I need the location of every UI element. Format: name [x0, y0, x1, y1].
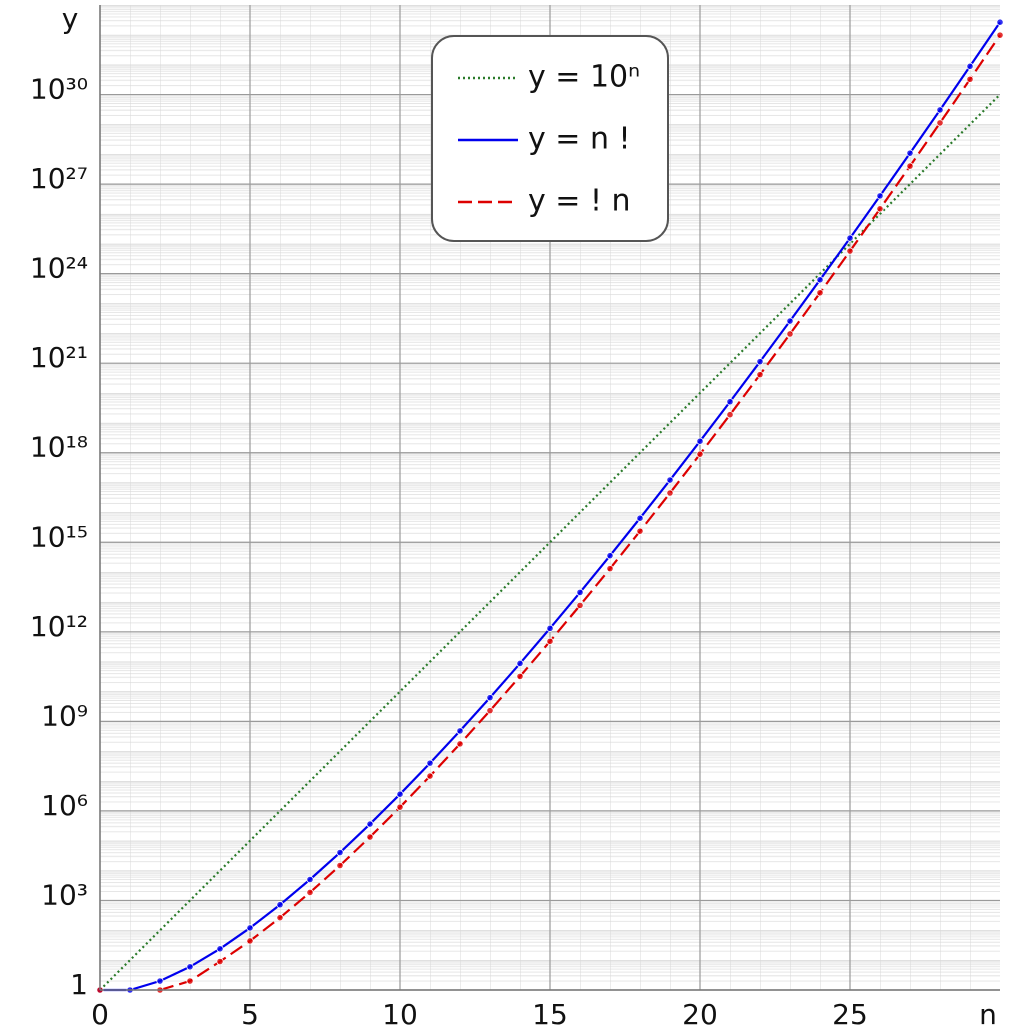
x-tick-label: 20: [682, 998, 718, 1030]
data-point: [426, 759, 434, 767]
data-point: [276, 901, 284, 909]
data-point: [516, 659, 524, 668]
data-point: [366, 833, 374, 841]
y-tick-label: 10¹²: [30, 610, 88, 643]
data-point: [576, 601, 584, 609]
data-point: [246, 937, 254, 945]
data-point: [456, 727, 464, 735]
data-point: [696, 450, 704, 458]
data-point: [606, 565, 614, 573]
data-point: [486, 707, 494, 715]
data-point: [936, 119, 944, 127]
data-point: [396, 803, 404, 811]
data-point: [186, 963, 194, 971]
legend-label: y = ! n: [528, 184, 631, 219]
data-point: [216, 957, 224, 966]
data-point: [546, 624, 554, 632]
data-point: [816, 289, 824, 297]
y-tick-label: 10²⁴: [30, 252, 88, 285]
data-point: [576, 588, 584, 596]
data-point: [426, 772, 434, 780]
series-line: [99, 93, 1001, 991]
data-point: [516, 672, 524, 681]
data-point: [276, 914, 284, 922]
data-point: [726, 398, 734, 406]
legend-label: y = n !: [528, 122, 631, 157]
legend: y = 10ⁿ y = n ! y = ! n: [431, 35, 669, 242]
x-tick-label: 15: [532, 998, 568, 1030]
data-point: [726, 411, 734, 419]
data-point: [186, 977, 194, 985]
data-point: [876, 205, 884, 213]
data-point: [546, 637, 554, 645]
data-point: [996, 31, 1004, 39]
data-point: [306, 875, 314, 884]
data-point: [246, 924, 254, 932]
data-point: [666, 476, 674, 484]
data-point: [366, 820, 374, 828]
x-tick-label: 25: [832, 998, 868, 1030]
data-point: [756, 358, 764, 366]
data-point: [996, 18, 1004, 26]
x-tick-label: 0: [91, 998, 109, 1030]
y-tick-label: 1: [70, 968, 88, 1001]
data-point: [756, 371, 764, 379]
data-point: [906, 149, 914, 157]
data-point: [786, 330, 794, 338]
data-point: [156, 977, 164, 985]
data-point: [636, 527, 644, 535]
series-line: [159, 34, 1001, 992]
data-point: [336, 848, 344, 857]
y-tick-label: 10⁶: [41, 789, 88, 822]
data-point: [336, 861, 344, 870]
data-point: [306, 888, 314, 897]
data-point: [786, 317, 794, 325]
data-point: [216, 945, 224, 953]
legend-label: y = 10ⁿ: [528, 60, 640, 95]
y-tick-label: 10¹⁵: [30, 520, 88, 553]
x-axis-label: n: [979, 998, 997, 1030]
data-point: [666, 489, 674, 497]
data-point: [846, 247, 854, 255]
y-tick-label: 10²¹: [30, 341, 88, 374]
x-tick-label: 10: [382, 998, 418, 1030]
data-point: [846, 234, 854, 242]
y-axis-label: y: [62, 2, 79, 35]
y-tick-label: 10¹⁸: [30, 431, 88, 464]
data-point: [816, 276, 824, 284]
y-tick-label: 10³⁰: [30, 73, 88, 106]
data-point: [906, 162, 914, 170]
data-point: [966, 75, 974, 83]
data-point: [606, 552, 614, 560]
x-tick-label: 5: [241, 998, 259, 1030]
data-point: [696, 437, 704, 445]
data-point: [936, 106, 944, 114]
y-tick-label: 10³: [41, 878, 88, 911]
data-point: [396, 790, 404, 798]
data-point: [876, 192, 884, 200]
y-tick-label: 10²⁷: [30, 162, 88, 195]
data-point: [456, 740, 464, 748]
data-point: [966, 62, 974, 70]
y-tick-label: 10⁹: [41, 699, 88, 732]
data-point: [486, 694, 494, 702]
legend-box: [431, 35, 669, 242]
data-point: [636, 514, 644, 522]
